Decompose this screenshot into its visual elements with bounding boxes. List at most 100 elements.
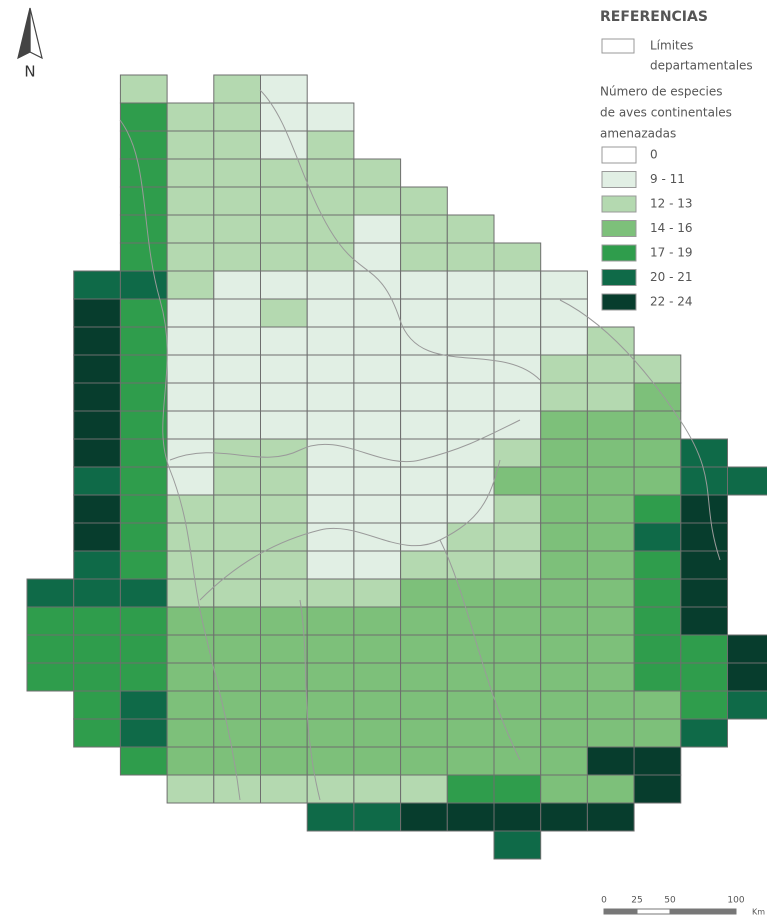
grid-cell xyxy=(353,242,402,272)
grid-cell xyxy=(400,494,448,524)
arrow xyxy=(29,7,43,60)
grid-cell xyxy=(400,774,448,804)
grid-cell xyxy=(400,242,448,272)
grid-cell xyxy=(119,494,168,524)
grid-cell xyxy=(400,578,448,608)
grid-cell xyxy=(493,634,542,664)
legend-swatch xyxy=(601,171,637,188)
boundary xyxy=(439,539,521,761)
grid-cell xyxy=(166,326,215,356)
grid-cell xyxy=(213,522,262,552)
grid-cell xyxy=(213,326,262,356)
north-arrow: N xyxy=(17,7,43,81)
grid-cell xyxy=(306,522,355,552)
grid-cell xyxy=(166,550,215,580)
grid-cell xyxy=(446,662,495,692)
grid-cell xyxy=(633,578,682,608)
grid-cell xyxy=(353,186,402,216)
grid-cell xyxy=(306,662,355,692)
grid-cell xyxy=(400,438,448,468)
grid-cell xyxy=(260,158,308,188)
grid-cell xyxy=(260,214,308,244)
grid-cell xyxy=(353,578,402,608)
grid-cell xyxy=(166,102,215,132)
grid-cell xyxy=(213,130,262,160)
grid-cell xyxy=(353,522,402,552)
grid-cell xyxy=(633,690,682,720)
grid-cell xyxy=(586,354,635,384)
grid-cell xyxy=(260,354,308,384)
grid-cell xyxy=(26,662,75,692)
grid-cell xyxy=(633,606,682,636)
grid-cell xyxy=(260,606,308,636)
grid-cell xyxy=(353,326,402,356)
grid-cell xyxy=(73,354,121,384)
grid-cell xyxy=(400,186,448,216)
grid-cell xyxy=(400,606,448,636)
grid-cell xyxy=(633,662,682,692)
grid-cell xyxy=(493,522,542,552)
grid-cell xyxy=(213,606,262,636)
scale-segment xyxy=(636,908,671,915)
grid-cell xyxy=(446,690,495,720)
grid-cell xyxy=(306,298,355,328)
grid-cell xyxy=(213,550,262,580)
grid-cell xyxy=(727,634,767,664)
grid-cell xyxy=(493,270,542,300)
grid-cell xyxy=(213,662,262,692)
grid-cell xyxy=(633,410,682,440)
grid-cell xyxy=(353,690,402,720)
legend-label: 22 - 24 xyxy=(650,295,693,309)
grid-cell xyxy=(166,354,215,384)
grid-cell xyxy=(26,606,75,636)
grid-cell xyxy=(493,606,542,636)
grid-cell xyxy=(73,270,121,300)
grid-cell xyxy=(540,606,588,636)
grid-cell xyxy=(306,494,355,524)
grid-cell xyxy=(353,410,402,440)
grid-cell xyxy=(119,354,168,384)
grid-cell xyxy=(353,158,402,188)
grid-cell xyxy=(119,746,168,776)
grid-cell xyxy=(119,270,168,300)
legend: Número de especies de aves continentales a… xyxy=(600,85,732,311)
grid-cell xyxy=(73,550,121,580)
grid-cell xyxy=(213,186,262,216)
legend-label: 12 - 13 xyxy=(650,197,693,211)
grid-cell xyxy=(73,466,121,496)
grid-cell xyxy=(213,578,262,608)
grid-cell xyxy=(400,746,448,776)
grid-cell xyxy=(166,690,215,720)
grid-cell xyxy=(493,242,542,272)
grid-cell xyxy=(540,438,588,468)
grid-cell xyxy=(493,326,542,356)
grid-cell xyxy=(73,382,121,412)
legend-swatch xyxy=(601,244,637,262)
grid-cell xyxy=(493,438,542,468)
grid-cell xyxy=(306,186,355,216)
grid-cell xyxy=(633,718,682,748)
grid-cell xyxy=(213,298,262,328)
grid-cell xyxy=(306,438,355,468)
grid-cell xyxy=(260,438,308,468)
grid-cell xyxy=(353,494,402,524)
grid-cell xyxy=(586,550,635,580)
grid-cell xyxy=(213,382,262,412)
scale-label: 0 xyxy=(601,896,607,906)
grid-cell xyxy=(400,522,448,552)
grid-cell xyxy=(213,410,262,440)
legend-label: Límites xyxy=(650,39,693,53)
grid-cell xyxy=(306,214,355,244)
grid-cell xyxy=(586,802,635,832)
legend-label: 20 - 21 xyxy=(650,270,693,284)
grid-cell xyxy=(727,662,767,692)
grid-cell xyxy=(119,214,168,244)
grid-cell xyxy=(166,606,215,636)
grid-cell xyxy=(73,326,121,356)
grid-cell xyxy=(540,270,588,300)
grid-cell xyxy=(260,270,308,300)
grid-cell xyxy=(540,746,588,776)
grid-cell xyxy=(493,410,542,440)
legend-subtitle: Número de especies xyxy=(600,85,723,99)
grid-cell xyxy=(260,298,308,328)
